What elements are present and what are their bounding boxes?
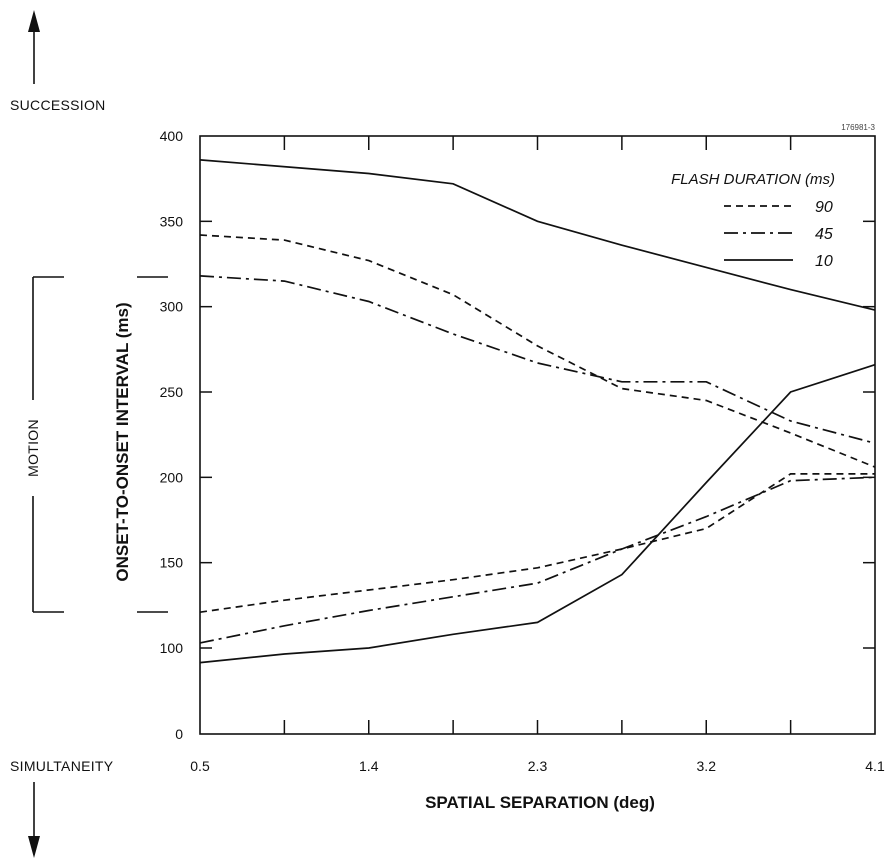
x-tick-labels: 0.5 1.4 2.3 3.2 4.1 — [190, 758, 885, 774]
y-tick-label: 100 — [160, 640, 184, 656]
series-45ms-lower-line — [199, 476, 876, 644]
y-axis-title: ONSET-TO-ONSET INTERVAL (ms) — [113, 302, 132, 581]
y-tick-label: 250 — [160, 384, 184, 400]
y-tick-label: 200 — [160, 469, 184, 485]
axis-ticks — [200, 136, 875, 734]
y-tick-label: 400 — [160, 128, 184, 144]
motion-label: MOTION — [25, 419, 41, 477]
simultaneity-arrow-icon — [28, 782, 40, 858]
x-axis-title: SPATIAL SEPARATION (deg) — [425, 793, 655, 812]
series-10ms-lower-line — [199, 363, 876, 664]
legend-label-45: 45 — [815, 226, 833, 243]
figure-id: 176981-3 — [841, 123, 875, 132]
succession-arrow-icon — [28, 10, 40, 84]
succession-label: SUCCESSION — [10, 97, 106, 113]
series-90ms-lower-line — [199, 473, 875, 614]
series-45ms-upper-line — [199, 275, 876, 445]
x-tick-label: 2.3 — [528, 758, 548, 774]
y-tick-labels: 0 100 150 200 250 300 350 400 — [160, 128, 184, 742]
y-tick-label: 300 — [160, 299, 184, 315]
y-tick-label: 350 — [160, 213, 184, 229]
x-tick-label: 0.5 — [190, 758, 210, 774]
series-10ms-upper-line — [199, 159, 876, 311]
x-tick-label: 4.1 — [865, 758, 885, 774]
simultaneity-label: SIMULTANEITY — [10, 758, 114, 774]
x-tick-label: 3.2 — [697, 758, 717, 774]
series-layer — [199, 159, 876, 664]
motion-bracket — [25, 276, 168, 613]
legend-title: FLASH DURATION (ms) — [671, 171, 835, 188]
legend-label-10: 10 — [815, 253, 833, 270]
x-tick-label: 1.4 — [359, 758, 379, 774]
y-tick-label: 150 — [160, 555, 184, 571]
y-tick-label: 0 — [175, 726, 183, 742]
plot-area — [199, 135, 876, 735]
legend-label-90: 90 — [815, 199, 833, 216]
series-90ms-upper-line — [199, 234, 876, 468]
legend: FLASH DURATION (ms) 90 45 10 — [671, 171, 835, 270]
